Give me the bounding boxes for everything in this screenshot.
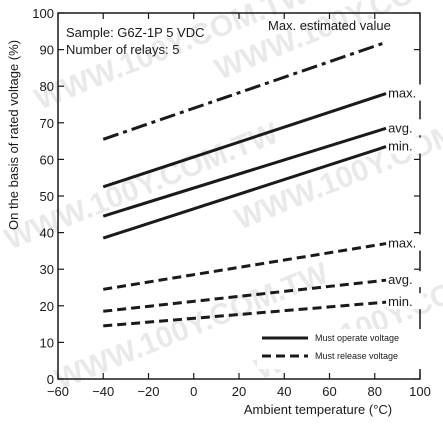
watermark-text: WWW.100Y.COM.TW [50, 256, 333, 396]
x-tick-label: −20 [137, 384, 159, 399]
y-tick-label: 50 [40, 189, 54, 204]
max-estimated-annotation: Max. estimated value [268, 18, 391, 33]
x-axis-label: Ambient temperature (°C) [244, 402, 392, 417]
y-axis-label: On the basis of rated voltage (%) [6, 40, 21, 230]
series-line-2 [102, 126, 387, 218]
x-tick-label: 20 [232, 384, 246, 399]
x-tick-label: 100 [409, 384, 431, 399]
series-label-bg [387, 234, 424, 251]
series-label-2: avg. [388, 120, 413, 135]
series-label-bg [387, 271, 424, 288]
x-tick-label: −60 [47, 384, 69, 399]
series-label-bg [387, 137, 424, 154]
relays-annotation: Number of relays: 5 [66, 42, 179, 57]
series-label-5: avg. [388, 272, 413, 287]
series-labels: max. avg. min. max. avg. min. [387, 84, 424, 310]
y-tick-label: 100 [32, 6, 54, 21]
legend-label-release: Must release voltage [315, 351, 398, 361]
series-line-5 [103, 278, 387, 313]
y-tick-label: 30 [40, 262, 54, 277]
series-line-0 [102, 40, 387, 141]
x-tick-label: 40 [277, 384, 291, 399]
series-line-1 [102, 92, 387, 189]
series-label-bg [387, 293, 424, 310]
legend-label-operate: Must operate voltage [315, 333, 399, 343]
series-label-6: min. [388, 294, 413, 309]
x-tick-label: 80 [368, 384, 382, 399]
legend: Must operate voltage Must release voltag… [257, 329, 441, 369]
series-layer [102, 40, 387, 328]
y-tick-label: 10 [40, 335, 54, 350]
series-label-bg [387, 119, 424, 136]
y-tick-label: 80 [40, 79, 54, 94]
series-line-4 [103, 242, 387, 291]
series-line-6 [103, 300, 387, 328]
y-tick-label: 60 [40, 152, 54, 167]
y-tick-label: 70 [40, 116, 54, 131]
sample-annotation: Sample: G6Z-1P 5 VDC [66, 25, 204, 40]
x-tick-label: 0 [190, 384, 197, 399]
y-tick-label: 20 [40, 299, 54, 314]
series-label-3: min. [388, 139, 413, 154]
y-tick-label: 90 [40, 43, 54, 58]
x-axis: −60 −40 −20 0 20 40 60 80 100 [47, 13, 431, 399]
y-tick-label: 0 [47, 372, 54, 387]
series-label-1: max. [388, 86, 416, 101]
series-label-4: max. [388, 236, 416, 251]
x-tick-label: −40 [92, 384, 114, 399]
series-label-bg [387, 84, 424, 101]
x-tick-label: 60 [322, 384, 336, 399]
y-tick-label: 40 [40, 226, 54, 241]
series-line-3 [102, 145, 387, 240]
